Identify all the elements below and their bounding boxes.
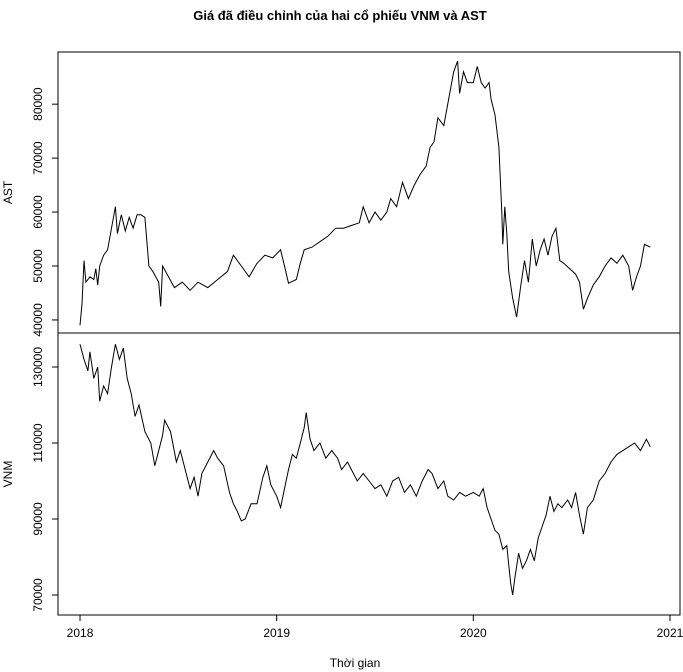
x-tick-label: 2018 — [67, 626, 94, 640]
y-tick-label: 40000 — [31, 303, 45, 337]
plot-frame — [57, 51, 681, 334]
y-tick-label: 110000 — [31, 423, 45, 462]
x-axis-label: Thời gian — [330, 656, 381, 670]
x-tick-label: 2021 — [657, 626, 683, 640]
y-axis-label: AST — [1, 180, 15, 204]
y-tick-label: 130000 — [31, 347, 45, 387]
y-tick-label: 70000 — [31, 578, 45, 612]
chart-title: Giá đã điều chỉnh của hai cổ phiếu VNM v… — [193, 8, 487, 23]
series-line — [79, 60, 651, 326]
x-tick-label: 2020 — [460, 626, 487, 640]
y-tick-label: 70000 — [31, 141, 45, 175]
y-axis-label: VNM — [1, 461, 15, 488]
x-tick-label: 2019 — [263, 626, 290, 640]
series-line — [79, 344, 651, 596]
y-tick-label: 50000 — [31, 249, 45, 283]
y-tick-label: 80000 — [31, 87, 45, 121]
y-tick-label: 90000 — [31, 502, 45, 536]
y-tick-label: 60000 — [31, 195, 45, 229]
plot-frame — [57, 332, 681, 616]
